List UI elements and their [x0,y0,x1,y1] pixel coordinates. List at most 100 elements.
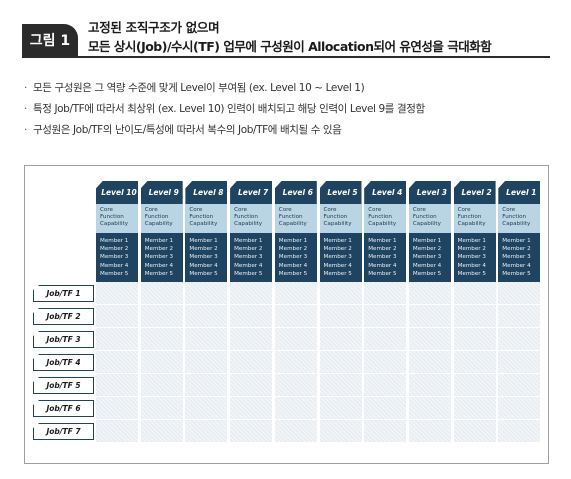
allocation-cell [364,282,407,304]
allocation-cell [140,374,183,396]
core-function-capability-box: Core Function Capability [185,204,228,233]
capability-line: Core [412,207,426,213]
member-item: Member 4 [278,262,308,269]
allocation-cell [498,328,541,350]
allocation-cell [96,420,138,442]
member-list: Member 1 Member 2 Member 3 Member 4 Member 5 [364,233,407,282]
core-function-capability-box: Core Function Capability [453,204,496,233]
allocation-cell [230,305,273,327]
job-tf-label: Job/TF 4 [33,354,94,371]
bullet-text: 구성원은 Job/TF의 난이도/특성에 따라서 복수의 Job/TF에 배치될… [33,124,342,136]
allocation-cell [319,282,362,304]
allocation-cell [274,374,317,396]
allocation-cell [96,351,138,373]
allocation-cell [408,351,451,373]
capability-line: Function [368,214,392,221]
allocation-cell [274,305,317,327]
capability-line: Capability [457,221,486,228]
capability-line: Core [100,207,113,213]
allocation-cell [96,328,138,350]
allocation-cell [230,351,273,373]
capability-line: Core [144,207,158,213]
allocation-cell [364,420,407,442]
allocation-cell [185,397,228,419]
member-item: Member 2 [100,246,129,253]
job-tf-row: Job/TF 7 [33,420,542,442]
allocation-cell [274,328,317,350]
member-list: Member 1 Member 2 Member 3 Member 4 Member 5 [453,233,496,282]
level-header: Level 4 [364,181,407,204]
job-tf-row: Job/TF 2 [33,305,542,327]
allocation-cell [498,397,541,419]
allocation-cell [96,374,138,396]
allocation-cell [408,420,451,442]
bullet-list: · 모든 구성원은 그 역량 수준에 맞게 Level이 부여됨 (ex. Lev… [24,78,425,141]
bullet-text: 특정 Job/TF에 따라서 최상위 (ex. Level 10) 인력이 배치… [33,103,425,115]
bullet-marker: · [24,103,27,115]
level-column: Level 1 Core Function Capability Member 1 Mem… [498,181,541,282]
level-header: Level 7 [230,181,273,204]
member-item: Member 3 [189,254,218,261]
bullet-text: 모든 구성원은 그 역량 수준에 맞게 Level이 부여됨 (ex. Leve… [33,82,365,94]
member-item: Member 5 [323,270,352,277]
level-header: Level 10 [96,181,138,204]
capability-line: Core [323,207,337,213]
allocation-cell [319,374,362,396]
member-item: Member 4 [502,262,531,269]
member-item: Member 1 [234,238,263,244]
allocation-cell [230,420,273,442]
allocation-cell [96,282,138,304]
member-item: Member 5 [502,270,531,277]
capability-line: Core [278,207,292,213]
allocation-cell [230,397,273,419]
level-column: Level 8 Core Function Capability Member 1 Mem… [185,181,228,282]
level-header: Level 9 [140,181,183,204]
allocation-cell [319,305,362,327]
allocation-cell [185,374,228,396]
allocation-cell [498,282,541,304]
allocation-cell [274,397,317,419]
allocation-cell [185,305,228,327]
member-item: Member 2 [234,246,263,253]
allocation-cell [453,328,496,350]
core-function-capability-box: Core Function Capability [96,204,138,233]
core-function-capability-box: Core Function Capability [140,204,183,233]
member-item: Member 1 [323,238,352,244]
member-item: Member 5 [278,270,308,277]
member-item: Member 3 [144,254,174,261]
capability-line: Capability [278,221,307,228]
core-function-capability-box: Core Function Capability [274,204,317,233]
member-list: Member 1 Member 2 Member 3 Member 4 Member 5 [319,233,362,282]
capability-line: Capability [368,221,397,228]
member-item: Member 4 [234,262,263,269]
allocation-cell [498,351,541,373]
job-tf-row: Job/TF 5 [33,374,542,396]
allocation-cell [453,305,496,327]
member-item: Member 4 [100,262,129,269]
level-header: Level 2 [453,181,496,204]
member-item: Member 3 [234,254,263,261]
level-column: Level 6 Core Function Capability Member 1 Mem… [274,181,317,282]
capability-line: Core [502,207,516,213]
member-item: Member 2 [189,246,218,253]
allocation-cell [230,374,273,396]
member-item: Member 5 [234,270,263,277]
level-column: Level 7 Core Function Capability Member 1 Mem… [230,181,273,282]
member-item: Member 3 [368,254,397,261]
allocation-cell [140,328,183,350]
member-item: Member 2 [457,246,486,253]
member-item: Member 1 [368,238,397,244]
capability-line: Core [234,207,248,213]
level-column: Level 2 Core Function Capability Member 1 Mem… [453,181,496,282]
member-item: Member 5 [144,270,174,277]
capability-line: Capability [234,221,263,228]
member-item: Member 2 [323,246,352,253]
level-column: Level 5 Core Function Capability Member 1 Mem… [319,181,362,282]
allocation-cell [96,305,138,327]
allocation-cell [140,420,183,442]
allocation-cell [453,282,496,304]
member-item: Member 4 [323,262,352,269]
allocation-cell [185,282,228,304]
level-column: Level 4 Core Function Capability Member 1 Mem… [364,181,407,282]
member-item: Member 1 [144,238,174,244]
